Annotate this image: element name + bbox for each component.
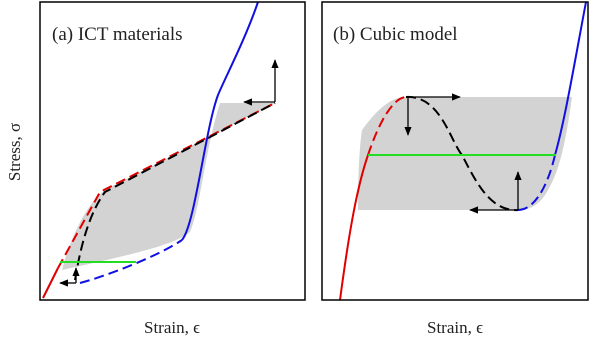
- panel-label: (a) ICT materials: [52, 24, 183, 45]
- red-dashed: [367, 96, 407, 156]
- panel-frame: [39, 1, 306, 301]
- x-axis-label: Strain, ϵ: [144, 318, 200, 337]
- red-solid: [339, 154, 369, 301]
- blue-dashed: [517, 154, 556, 211]
- y-axis-label: Stress, σ: [5, 123, 24, 181]
- red-solid: [42, 267, 59, 299]
- x-axis-label: Strain, ϵ: [427, 318, 483, 337]
- blue-solid: [554, 1, 587, 156]
- panel-frame: [321, 1, 589, 301]
- hysteresis-area: [62, 103, 275, 270]
- panel-label: (b) Cubic model: [333, 24, 458, 45]
- blue-solid: [181, 1, 259, 241]
- hysteresis-area: [358, 97, 572, 210]
- red-dashed: [57, 102, 276, 269]
- black-dashed: [74, 102, 276, 281]
- panel-b: (b) Cubic model Strain, ϵ: [321, 1, 589, 337]
- panel-a: (a) ICT materials Strain, ϵ: [39, 1, 306, 337]
